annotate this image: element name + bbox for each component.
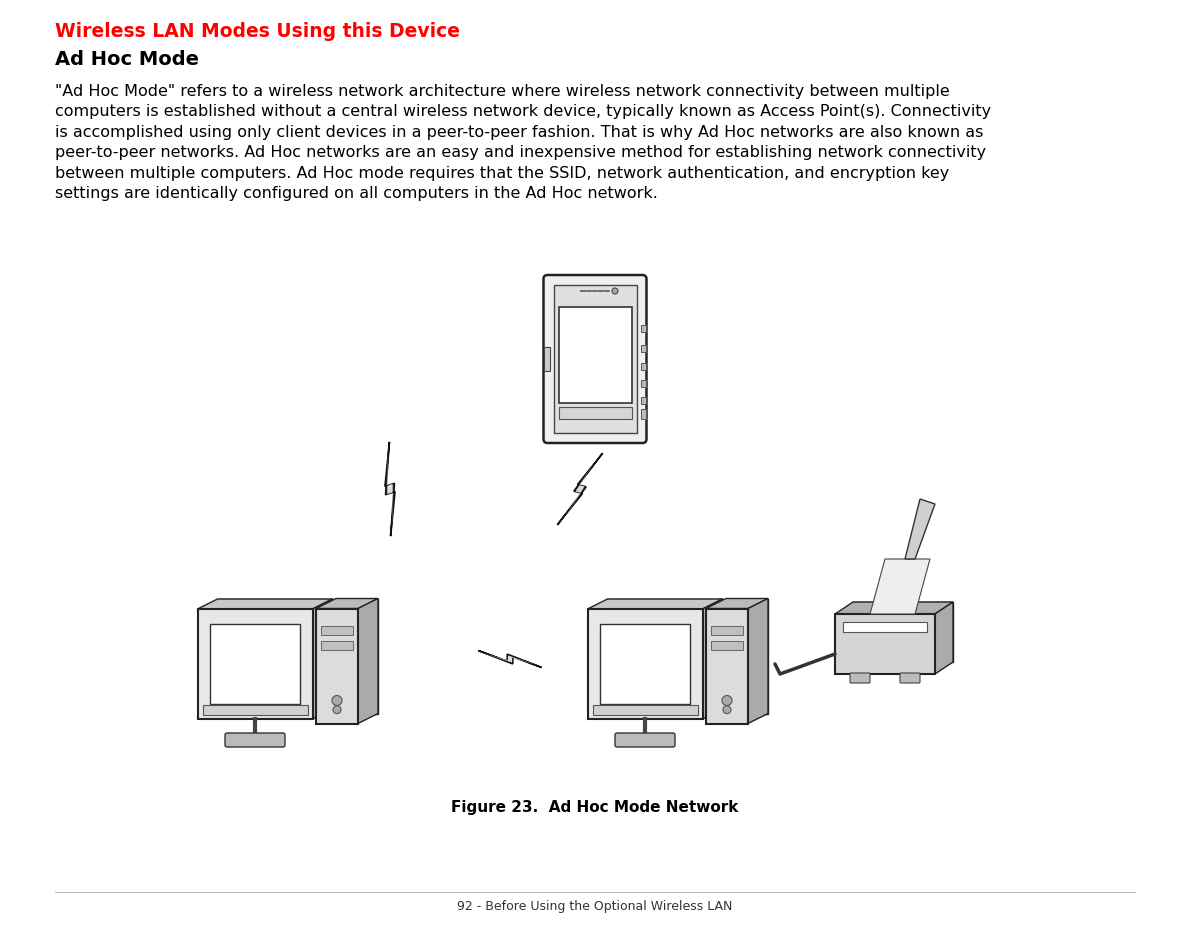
Bar xyxy=(710,641,743,650)
Polygon shape xyxy=(478,651,541,667)
Circle shape xyxy=(333,706,342,714)
Circle shape xyxy=(724,706,731,714)
Bar xyxy=(202,705,307,716)
Polygon shape xyxy=(870,559,931,615)
Polygon shape xyxy=(482,653,538,666)
Circle shape xyxy=(722,696,732,705)
Text: Wireless LAN Modes Using this Device: Wireless LAN Modes Using this Device xyxy=(55,22,461,41)
Bar xyxy=(835,615,935,674)
Polygon shape xyxy=(317,599,378,609)
Bar xyxy=(211,625,300,704)
Bar xyxy=(321,626,353,635)
Bar xyxy=(640,325,645,333)
FancyBboxPatch shape xyxy=(544,275,646,443)
Polygon shape xyxy=(702,600,722,719)
Bar xyxy=(640,381,645,387)
Text: 92 - Before Using the Optional Wireless LAN: 92 - Before Using the Optional Wireless … xyxy=(457,899,733,912)
Bar xyxy=(600,625,690,704)
Bar xyxy=(640,398,645,404)
Polygon shape xyxy=(358,599,378,724)
Polygon shape xyxy=(384,442,395,537)
Bar xyxy=(317,609,358,724)
Bar xyxy=(640,410,645,420)
Polygon shape xyxy=(706,599,768,609)
Polygon shape xyxy=(608,600,722,709)
Circle shape xyxy=(612,288,618,295)
Polygon shape xyxy=(336,599,378,714)
Polygon shape xyxy=(218,600,332,709)
Polygon shape xyxy=(749,599,768,724)
FancyBboxPatch shape xyxy=(615,733,675,747)
Bar xyxy=(593,705,697,716)
Polygon shape xyxy=(906,500,935,559)
Polygon shape xyxy=(313,600,332,719)
Polygon shape xyxy=(557,453,602,526)
Bar xyxy=(544,348,550,372)
Bar xyxy=(640,363,645,371)
Polygon shape xyxy=(562,457,599,522)
Polygon shape xyxy=(726,599,768,714)
Text: Ad Hoc Mode: Ad Hoc Mode xyxy=(55,50,199,69)
Bar xyxy=(588,609,702,719)
Polygon shape xyxy=(198,600,332,609)
Polygon shape xyxy=(935,603,953,674)
Bar xyxy=(321,641,353,650)
Polygon shape xyxy=(588,600,722,609)
Polygon shape xyxy=(853,603,953,662)
Bar xyxy=(558,308,632,403)
Bar xyxy=(843,622,927,632)
FancyBboxPatch shape xyxy=(225,733,284,747)
FancyBboxPatch shape xyxy=(900,673,920,683)
Bar xyxy=(553,286,637,434)
Bar xyxy=(198,609,313,719)
Bar xyxy=(640,346,645,352)
Text: "Ad Hoc Mode" refers to a wireless network architecture where wireless network c: "Ad Hoc Mode" refers to a wireless netwo… xyxy=(55,84,991,201)
Circle shape xyxy=(332,696,342,705)
Bar xyxy=(558,408,632,420)
Bar xyxy=(706,609,749,724)
Polygon shape xyxy=(835,603,953,615)
Text: Figure 23.  Ad Hoc Mode Network: Figure 23. Ad Hoc Mode Network xyxy=(451,799,739,814)
Polygon shape xyxy=(387,449,393,530)
Bar xyxy=(710,626,743,635)
FancyBboxPatch shape xyxy=(850,673,870,683)
